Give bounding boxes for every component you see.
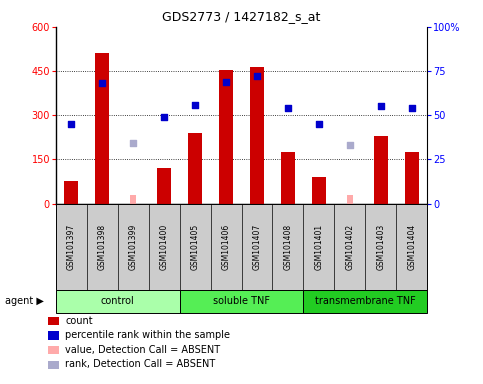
- Bar: [374, 136, 388, 204]
- Text: GSM101401: GSM101401: [314, 223, 324, 270]
- Bar: [405, 152, 419, 204]
- Bar: [157, 168, 171, 204]
- Point: [67, 121, 75, 127]
- Text: GSM101404: GSM101404: [408, 223, 416, 270]
- Bar: [129, 195, 136, 204]
- Text: value, Detection Call = ABSENT: value, Detection Call = ABSENT: [65, 345, 220, 355]
- Text: GSM101399: GSM101399: [128, 223, 138, 270]
- Point: [377, 103, 385, 109]
- Point: [408, 105, 416, 111]
- Point: [346, 142, 354, 148]
- Bar: [312, 177, 326, 204]
- Text: GSM101398: GSM101398: [98, 223, 107, 270]
- Text: GSM101405: GSM101405: [190, 223, 199, 270]
- Text: percentile rank within the sample: percentile rank within the sample: [65, 330, 230, 340]
- Text: GSM101400: GSM101400: [159, 223, 169, 270]
- Text: GSM101408: GSM101408: [284, 223, 293, 270]
- Text: GSM101407: GSM101407: [253, 223, 261, 270]
- Point: [160, 114, 168, 120]
- Bar: [250, 67, 264, 204]
- Text: control: control: [100, 296, 134, 306]
- Point: [253, 73, 261, 79]
- Point: [315, 121, 323, 127]
- Text: GSM101406: GSM101406: [222, 223, 230, 270]
- Text: agent ▶: agent ▶: [5, 296, 43, 306]
- Text: transmembrane TNF: transmembrane TNF: [315, 296, 416, 306]
- Text: GSM101397: GSM101397: [67, 223, 75, 270]
- Bar: [188, 133, 202, 204]
- Point: [222, 79, 230, 85]
- Text: soluble TNF: soluble TNF: [213, 296, 270, 306]
- Bar: [281, 152, 295, 204]
- Text: GDS2773 / 1427182_s_at: GDS2773 / 1427182_s_at: [162, 10, 321, 23]
- Point: [98, 80, 106, 86]
- Text: GSM101403: GSM101403: [376, 223, 385, 270]
- Bar: [219, 70, 233, 204]
- Bar: [347, 195, 354, 204]
- Text: count: count: [65, 316, 93, 326]
- Text: GSM101402: GSM101402: [345, 223, 355, 270]
- Bar: [95, 53, 109, 204]
- Point: [284, 105, 292, 111]
- Point: [129, 141, 137, 147]
- Text: rank, Detection Call = ABSENT: rank, Detection Call = ABSENT: [65, 359, 215, 369]
- Bar: [64, 182, 78, 204]
- Point: [191, 101, 199, 108]
